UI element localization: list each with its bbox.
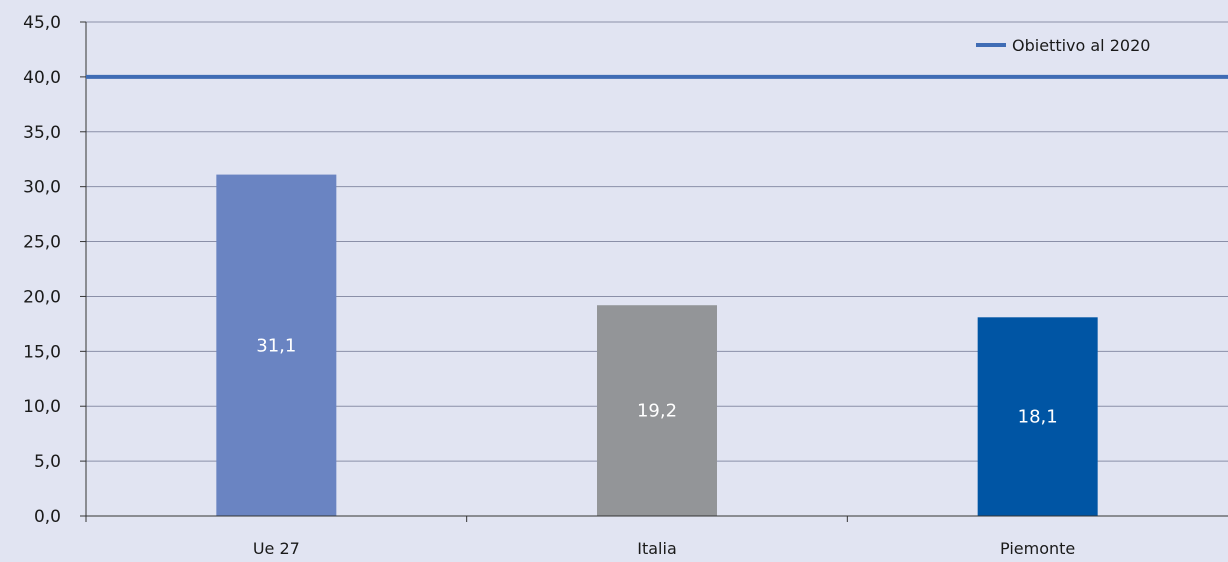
y-tick-label: 35,0 <box>23 123 61 143</box>
y-tick-label: 5,0 <box>34 452 61 472</box>
y-tick-label: 30,0 <box>23 178 61 198</box>
bar <box>977 317 1098 516</box>
bar <box>216 174 337 516</box>
y-tick-label: 40,0 <box>23 68 61 88</box>
y-tick-label: 15,0 <box>23 342 61 362</box>
y-tick-label: 10,0 <box>23 397 61 417</box>
axes <box>80 21 1228 522</box>
bar-value-label: 18,1 <box>1018 407 1058 428</box>
bar-value-label: 19,2 <box>637 401 677 422</box>
y-tick-label: 20,0 <box>23 287 61 307</box>
x-category-label: Piemonte <box>1000 539 1075 558</box>
legend: Obiettivo al 2020 <box>976 36 1150 55</box>
labels: 0,0 5,0 10,0 15,0 20,0 25,0 30,0 35,0 40,0 45,0 31… <box>23 13 1075 558</box>
bar-value-label: 31,1 <box>256 335 296 356</box>
x-category-label: Italia <box>637 539 677 558</box>
y-tick-label: 0,0 <box>34 507 61 527</box>
y-tick-label: 25,0 <box>23 233 61 253</box>
legend-label: Obiettivo al 2020 <box>1012 36 1150 55</box>
bars <box>216 174 1098 516</box>
bar <box>597 305 717 516</box>
y-tick-label: 45,0 <box>23 13 61 33</box>
x-category-label: Ue 27 <box>253 539 300 558</box>
